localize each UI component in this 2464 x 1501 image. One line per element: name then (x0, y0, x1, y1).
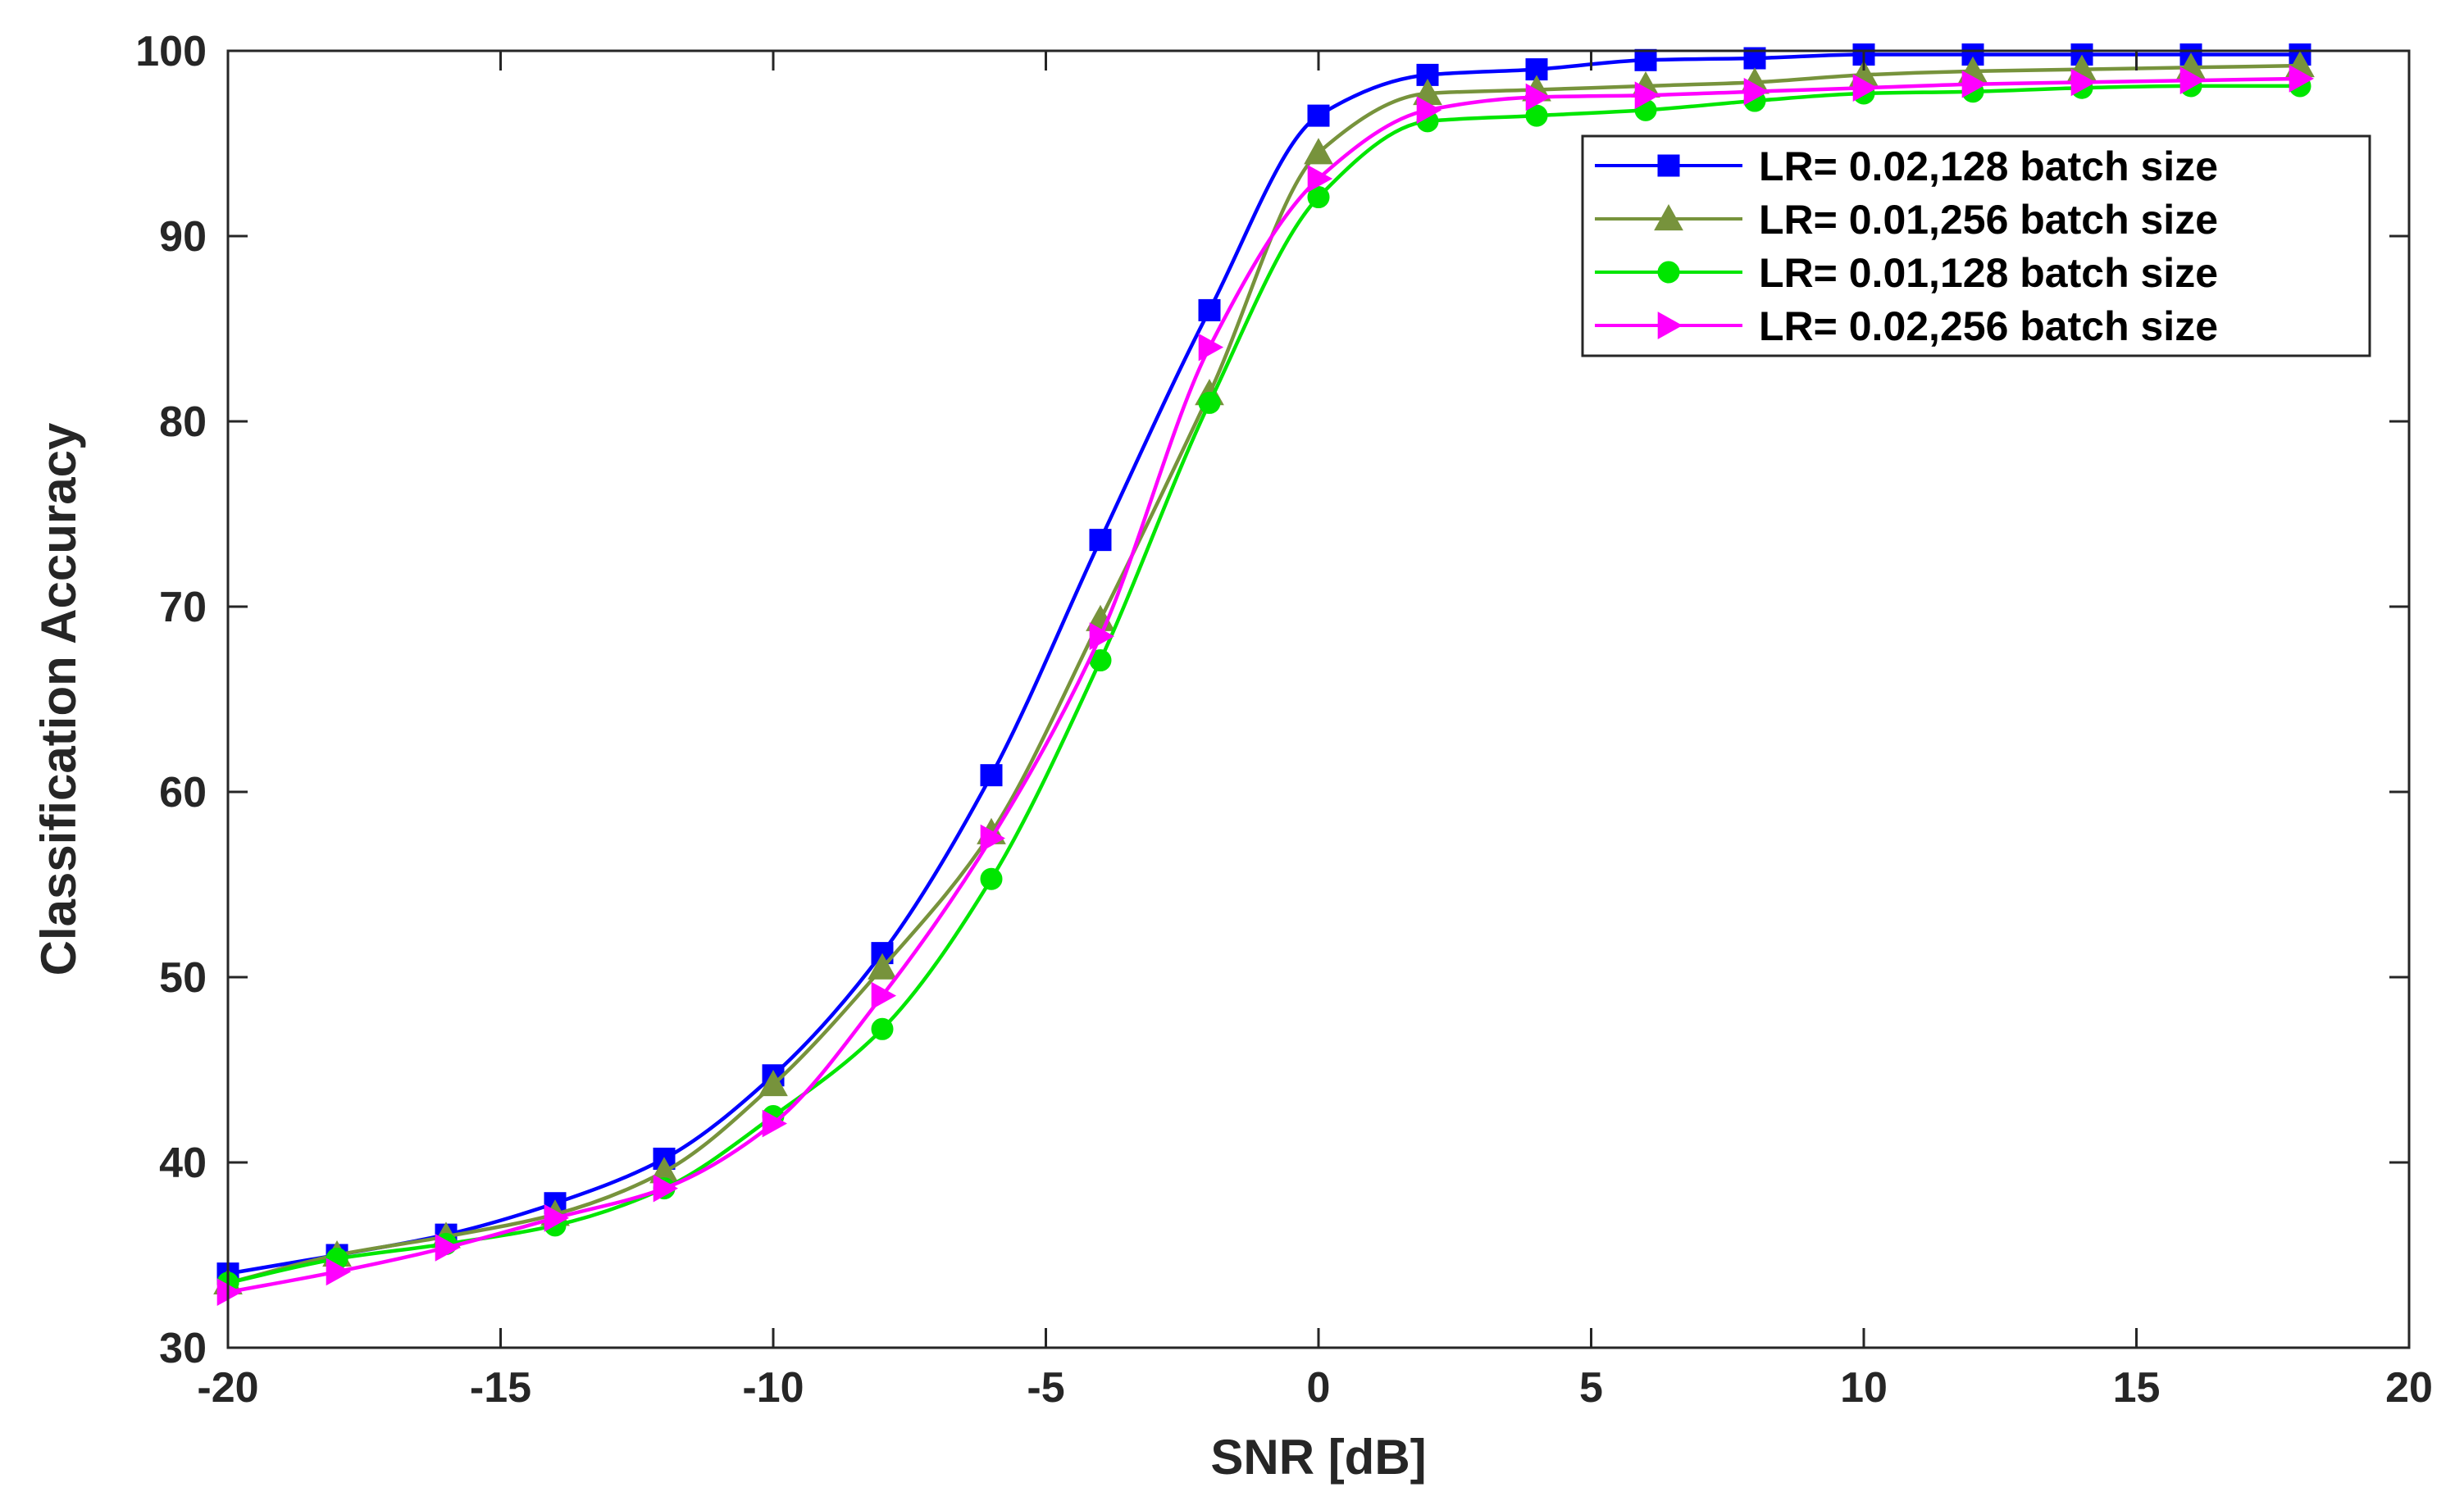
legend-item[interactable]: LR= 0.01,256 batch size (1595, 197, 2218, 243)
data-point (871, 1017, 894, 1040)
x-tick-label: 20 (2385, 1364, 2433, 1412)
legend-entries: LR= 0.02,128 batch size LR= 0.01,256 batc… (1595, 143, 2218, 349)
data-point (758, 1070, 788, 1097)
data-point (1198, 298, 1221, 321)
legend-box (1581, 134, 2371, 357)
legend-marker (1657, 154, 1680, 177)
legend-label: LR= 0.01,128 batch size (1759, 250, 2218, 296)
y-tick-label: 90 (159, 213, 207, 261)
data-point (980, 764, 1003, 787)
data-point (868, 953, 897, 980)
data-point (1089, 622, 1115, 651)
series-4 (216, 65, 2315, 1307)
data-point (1525, 104, 1548, 127)
y-tick-label: 70 (159, 584, 207, 631)
data-point (216, 1278, 243, 1307)
data-point (1307, 165, 1333, 193)
data-point (1634, 48, 1657, 71)
data-point (435, 1234, 461, 1262)
x-tick-label: 0 (1307, 1364, 1331, 1412)
y-tick-label: 40 (159, 1139, 207, 1187)
x-tick-label: -15 (470, 1364, 531, 1412)
y-tick-label: 80 (159, 398, 207, 446)
data-point (1307, 104, 1330, 127)
y-tick-label: 50 (159, 954, 207, 1002)
data-point (1198, 391, 1221, 414)
data-point (1525, 83, 1551, 111)
axis-ticks: -20 -15 -10 -5 0 5 10 15 20 30 40 50 60 70 80 90 100 (135, 28, 2433, 1412)
data-point (1634, 81, 1660, 110)
x-axis-title: SNR [dB] (1210, 1430, 1426, 1485)
data-point (1416, 96, 1442, 125)
data-point (326, 1258, 352, 1286)
data-point (980, 824, 1006, 853)
legend-item[interactable]: LR= 0.01,128 batch size (1595, 250, 2218, 296)
data-point (980, 867, 1003, 890)
legend-item[interactable]: LR= 0.02,256 batch size (1595, 303, 2218, 349)
legend-marker (1657, 261, 1680, 284)
y-axis-title: Classification Accuracy (31, 422, 86, 976)
legend-item[interactable]: LR= 0.02,128 batch size (1595, 143, 2218, 189)
legend-marker (1657, 312, 1683, 339)
data-point (871, 981, 897, 1010)
x-tick-label: 10 (1840, 1364, 1888, 1412)
x-tick-label: -10 (742, 1364, 804, 1412)
data-point (1089, 529, 1112, 552)
x-tick-label: -5 (1027, 1364, 1064, 1412)
data-point (544, 1203, 570, 1232)
legend[interactable]: LR= 0.02,128 batch size LR= 0.01,256 batc… (1581, 134, 2371, 357)
data-point (2289, 65, 2315, 93)
x-tick-label: 5 (1579, 1364, 1603, 1412)
data-point (1743, 77, 1769, 106)
legend-label: LR= 0.01,256 batch size (1759, 197, 2218, 243)
data-point (1198, 333, 1224, 362)
x-tick-label: -20 (197, 1364, 258, 1412)
legend-label: LR= 0.02,256 batch size (1759, 303, 2218, 349)
data-point (1852, 74, 1879, 102)
legend-marker (1654, 203, 1683, 231)
data-point (2070, 68, 2097, 97)
data-point (2179, 66, 2206, 95)
y-tick-label: 60 (159, 769, 207, 816)
data-point (1961, 70, 1988, 98)
y-tick-label: 100 (135, 28, 207, 75)
y-tick-label: 30 (159, 1325, 207, 1372)
data-point (1307, 186, 1330, 209)
data-point (762, 1109, 788, 1138)
data-point (653, 1174, 679, 1203)
legend-label: LR= 0.02,128 batch size (1759, 143, 2218, 189)
x-tick-label: 15 (2113, 1364, 2161, 1412)
data-point (1304, 138, 1333, 165)
series-layer (213, 43, 2315, 1307)
